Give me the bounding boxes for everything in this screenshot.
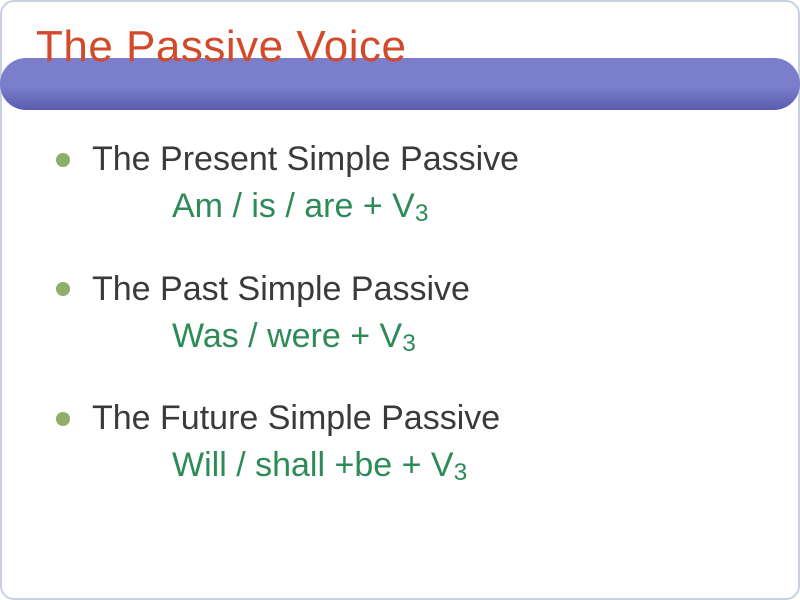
- tense-name: The Future Simple Passive: [92, 399, 500, 438]
- formula-text: Was / were + V: [172, 317, 402, 355]
- bullet-icon: [56, 412, 70, 426]
- list-item: The Past Simple Passive Was / were + V3: [56, 270, 756, 358]
- tense-name: The Present Simple Passive: [92, 140, 519, 179]
- formula-text: Will / shall +be + V: [172, 446, 454, 484]
- item-head: The Future Simple Passive: [56, 399, 756, 438]
- slide-header: The Passive Voice: [0, 0, 800, 110]
- formula: Am / is / are + V3: [172, 185, 756, 228]
- formula: Will / shall +be + V3: [172, 444, 756, 487]
- item-head: The Past Simple Passive: [56, 270, 756, 309]
- formula-subscript: 3: [454, 459, 468, 486]
- formula: Was / were + V3: [172, 315, 756, 358]
- list-item: The Present Simple Passive Am / is / are…: [56, 140, 756, 228]
- slide-title: The Passive Voice: [36, 22, 406, 72]
- bullet-icon: [56, 282, 70, 296]
- formula-subscript: 3: [402, 330, 416, 357]
- item-head: The Present Simple Passive: [56, 140, 756, 179]
- content-area: The Present Simple Passive Am / is / are…: [56, 140, 756, 529]
- tense-name: The Past Simple Passive: [92, 270, 470, 309]
- formula-text: Am / is / are + V: [172, 187, 415, 225]
- formula-subscript: 3: [415, 200, 429, 227]
- list-item: The Future Simple Passive Will / shall +…: [56, 399, 756, 487]
- bullet-icon: [56, 153, 70, 167]
